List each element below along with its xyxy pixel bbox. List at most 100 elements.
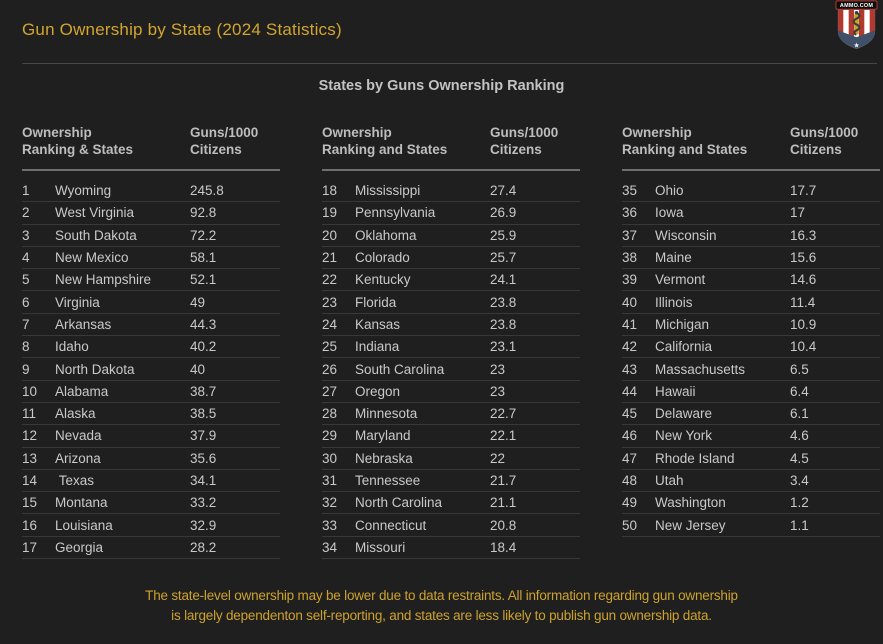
table-row: 19 Pennsylvania 26.9: [322, 202, 580, 225]
rank-cell: 24: [322, 316, 338, 332]
rank-cell: 44: [622, 383, 638, 399]
state-cell: Michigan: [655, 316, 710, 332]
state-cell: Texas: [55, 473, 95, 488]
value-cell: 14.6: [790, 272, 817, 288]
column-header-ranking-states: Ownership Ranking & States: [22, 125, 134, 157]
state-cell: South Dakota: [55, 227, 137, 243]
state-cell: Alaska: [55, 406, 96, 422]
value-cell: 1.1: [790, 517, 809, 533]
column-header-ranking-states: Ownership Ranking and States: [622, 125, 748, 157]
value-cell: 23.1: [490, 339, 517, 355]
table-row: 6 Virginia 49: [22, 291, 280, 314]
value-cell: 17.7: [790, 183, 817, 199]
rank-cell: 10: [22, 383, 38, 399]
rank-cell: 16: [22, 517, 38, 533]
rank-cell: 14: [22, 473, 38, 488]
table-header: Ownership Ranking & States Guns/1000 Cit…: [22, 124, 280, 171]
value-cell: 26.9: [490, 205, 517, 221]
value-cell: 24.1: [490, 272, 517, 288]
value-cell: 4.5: [790, 450, 809, 466]
rank-cell: 11: [22, 406, 37, 422]
table-row: 13 Arizona 35.6: [22, 448, 280, 470]
rank-cell: 27: [322, 383, 338, 399]
state-cell: Indiana: [355, 339, 400, 355]
logo-banner-text: AMMO.COM: [840, 3, 873, 9]
title-divider: [22, 63, 877, 64]
table-row: 49 Washington 1.2: [622, 492, 880, 515]
table-row: 35 Ohio 17.7: [622, 180, 880, 203]
rank-cell: 25: [322, 339, 338, 355]
table-row: 20 Oklahoma 25.9: [322, 225, 580, 247]
value-cell: 37.9: [190, 428, 217, 444]
state-cell: Vermont: [655, 272, 706, 288]
table-row: 2 West Virginia 92.8: [22, 202, 280, 225]
table-row: 25 Indiana 23.1: [322, 336, 580, 359]
table-row: 30 Nebraska 22: [322, 448, 580, 470]
column-header-guns-per-1000: Guns/1000 Citizens: [190, 125, 259, 157]
table-row: 15 Montana 33.2: [22, 492, 280, 515]
rank-cell: 2: [22, 205, 30, 221]
rank-cell: 30: [322, 450, 338, 466]
ammo-com-logo: ★ AMMO.COM: [835, 0, 878, 49]
value-cell: 6.4: [790, 383, 809, 399]
table-row: 32 North Carolina 21.1: [322, 492, 580, 515]
table-row: 22 Kentucky 24.1: [322, 269, 580, 292]
state-cell: Georgia: [55, 539, 104, 555]
state-cell: Wyoming: [55, 183, 112, 199]
table-row: 4 New Mexico 58.1: [22, 247, 280, 270]
state-cell: Alabama: [55, 383, 109, 399]
rank-cell: 37: [622, 227, 638, 243]
value-cell: 21.1: [490, 495, 517, 511]
value-cell: 52.1: [190, 272, 217, 288]
rank-cell: 29: [322, 428, 338, 444]
state-cell: Kansas: [355, 316, 401, 332]
table-row: 39 Vermont 14.6: [622, 269, 880, 292]
rank-cell: 50: [622, 517, 638, 533]
rank-cell: 34: [322, 539, 338, 555]
rank-cell: 4: [22, 250, 30, 266]
state-cell: Louisiana: [55, 517, 113, 533]
value-cell: 44.3: [190, 316, 217, 332]
stripe: [837, 9, 844, 40]
state-cell: New Hampshire: [55, 272, 152, 288]
rank-cell: 15: [22, 495, 38, 511]
rank-cell: 5: [22, 272, 30, 288]
table-row: 31 Tennessee 21.7: [322, 470, 580, 493]
state-cell: Maryland: [355, 428, 411, 444]
table-column-3: Ownership Ranking and States Guns/1000 C…: [622, 124, 880, 559]
value-cell: 10.4: [790, 339, 817, 355]
state-cell: Oregon: [355, 383, 401, 399]
value-cell: 21.7: [490, 473, 517, 488]
table-row: 10 Alabama 38.7: [22, 381, 280, 403]
table-row: 24 Kansas 23.8: [322, 314, 580, 337]
rank-cell: 31: [322, 473, 338, 488]
table-body: 35 Ohio 17.7 36 Iowa 17 37 Wisconsin 16.3 38 Maine…: [622, 180, 880, 537]
rank-cell: 32: [322, 495, 338, 511]
value-cell: 18.4: [490, 539, 517, 555]
table-row: 29 Maryland 22.1: [322, 425, 580, 448]
rank-cell: 41: [622, 316, 638, 332]
state-cell: Idaho: [55, 339, 89, 355]
table-body: 18 Mississippi 27.4 19 Pennsylvania 26.9 20 Okl…: [322, 180, 580, 560]
state-cell: New Mexico: [55, 250, 129, 266]
page-title: Gun Ownership by State (2024 Statistics): [22, 20, 342, 39]
table-row: 34 Missouri 18.4: [322, 537, 580, 560]
state-cell: Virginia: [55, 294, 100, 310]
value-cell: 23: [490, 383, 506, 399]
table-row: 28 Minnesota 22.7: [322, 403, 580, 426]
table-row: 42 California 10.4: [622, 336, 880, 359]
state-cell: Maine: [655, 250, 692, 266]
snake-icon: [852, 11, 861, 36]
rank-cell: 26: [322, 361, 338, 377]
table-row: 12 Nevada 37.9: [22, 425, 280, 448]
value-cell: 17: [790, 205, 806, 221]
table-row: 47 Rhode Island 4.5: [622, 448, 880, 470]
state-cell: Rhode Island: [655, 450, 735, 466]
rank-cell: 38: [622, 250, 638, 266]
state-cell: Mississippi: [355, 183, 421, 199]
state-cell: Arizona: [55, 450, 101, 466]
state-cell: Colorado: [355, 250, 410, 266]
state-cell: Montana: [55, 495, 108, 511]
table-row: 38 Maine 15.6: [622, 247, 880, 270]
state-cell: Illinois: [655, 294, 693, 310]
